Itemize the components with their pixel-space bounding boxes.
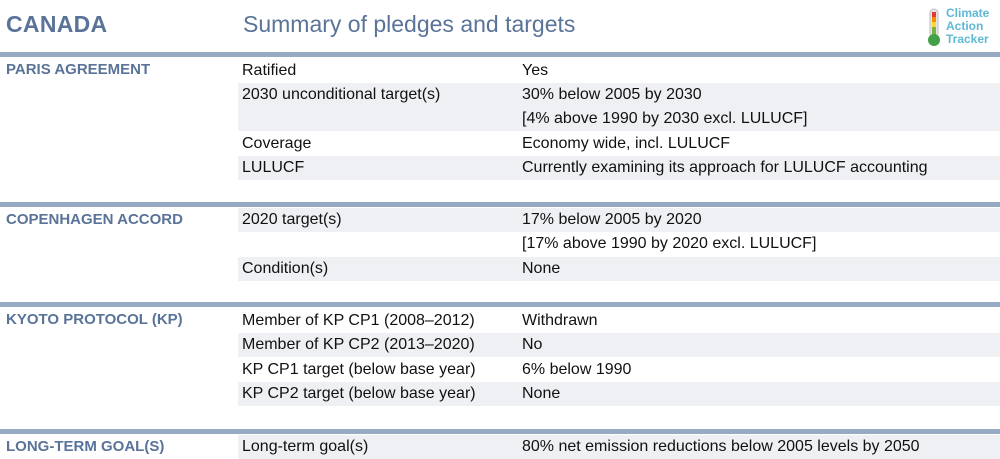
table-row: Member of KP CP1 (2008–2012) Withdrawn xyxy=(238,309,1000,333)
table-row: [17% above 1990 by 2020 excl. LULUCF] xyxy=(238,232,1000,256)
table-row: [4% above 1990 by 2030 excl. LULUCF] xyxy=(238,107,1000,131)
row-label: LULUCF xyxy=(242,159,305,176)
row-label: Ratified xyxy=(242,62,297,79)
row-value: Withdrawn xyxy=(522,312,598,329)
thermometer-icon xyxy=(928,8,940,46)
logo-line: Action xyxy=(946,19,984,33)
row-value: [4% above 1990 by 2030 excl. LULUCF] xyxy=(522,110,808,127)
row-label: Long-term goal(s) xyxy=(242,438,369,455)
row-label: Member of KP CP1 (2008–2012) xyxy=(242,312,475,329)
section-divider xyxy=(0,429,1000,434)
row-label: Member of KP CP2 (2013–2020) xyxy=(242,336,475,353)
row-label: KP CP2 target (below base year) xyxy=(242,385,476,402)
row-value: Currently examining its approach for LUL… xyxy=(522,159,928,176)
section-long-term-goals: LONG-TERM GOAL(S) Long-term goal(s) 80% … xyxy=(0,429,1000,459)
section-paris-agreement: PARIS AGREEMENT Ratified Yes 2030 uncond… xyxy=(0,52,1000,202)
section-divider xyxy=(0,52,1000,57)
section-copenhagen-accord: COPENHAGEN ACCORD 2020 target(s) 17% bel… xyxy=(0,202,1000,300)
section-title: PARIS AGREEMENT xyxy=(6,61,151,78)
table-row: Long-term goal(s) 80% net emission reduc… xyxy=(238,435,1000,459)
row-label: Coverage xyxy=(242,135,312,152)
logo-line: Tracker xyxy=(946,32,989,46)
row-value: None xyxy=(522,385,561,402)
row-value: 30% below 2005 by 2030 xyxy=(522,86,702,103)
row-value: 6% below 1990 xyxy=(522,361,632,378)
section-divider xyxy=(0,302,1000,307)
country-name: CANADA xyxy=(6,11,108,37)
row-value: No xyxy=(522,336,543,353)
page-header: CANADA Summary of pledges and targets Cl… xyxy=(0,0,1000,52)
row-value: Yes xyxy=(522,62,549,79)
table-row: Condition(s) None xyxy=(238,257,1000,281)
row-label: KP CP1 target (below base year) xyxy=(242,361,476,378)
row-label: 2030 unconditional target(s) xyxy=(242,86,441,103)
table-row: 2020 target(s) 17% below 2005 by 2020 xyxy=(238,208,1000,232)
row-value: 17% below 2005 by 2020 xyxy=(522,211,702,228)
row-value: [17% above 1990 by 2020 excl. LULUCF] xyxy=(522,235,817,252)
section-kyoto-protocol: KYOTO PROTOCOL (KP) Member of KP CP1 (20… xyxy=(0,302,1000,429)
row-label: Condition(s) xyxy=(242,260,329,277)
table-row: Ratified Yes xyxy=(238,59,1000,83)
table-row: KP CP2 target (below base year) None xyxy=(238,382,1000,406)
table-row: Member of KP CP2 (2013–2020) No xyxy=(238,333,1000,357)
row-value: None xyxy=(522,260,561,277)
table-row: 2030 unconditional target(s) 30% below 2… xyxy=(238,83,1000,107)
row-label: 2020 target(s) xyxy=(242,211,342,228)
row-value: 80% net emission reductions below 2005 l… xyxy=(522,438,920,455)
table-row: KP CP1 target (below base year) 6% below… xyxy=(238,358,1000,382)
page-title: Summary of pledges and targets xyxy=(243,11,576,37)
row-value: Economy wide, incl. LULUCF xyxy=(522,135,731,152)
logo-text: Climate Action Tracker xyxy=(946,7,989,46)
section-title: LONG-TERM GOAL(S) xyxy=(6,438,165,455)
section-title: KYOTO PROTOCOL (KP) xyxy=(6,311,183,328)
section-title: COPENHAGEN ACCORD xyxy=(6,211,183,228)
table-row: LULUCF Currently examining its approach … xyxy=(238,156,1000,180)
climate-action-tracker-logo: Climate Action Tracker xyxy=(924,6,996,48)
section-divider xyxy=(0,202,1000,207)
table-row: Coverage Economy wide, incl. LULUCF xyxy=(238,132,1000,156)
logo-line: Climate xyxy=(946,6,990,20)
